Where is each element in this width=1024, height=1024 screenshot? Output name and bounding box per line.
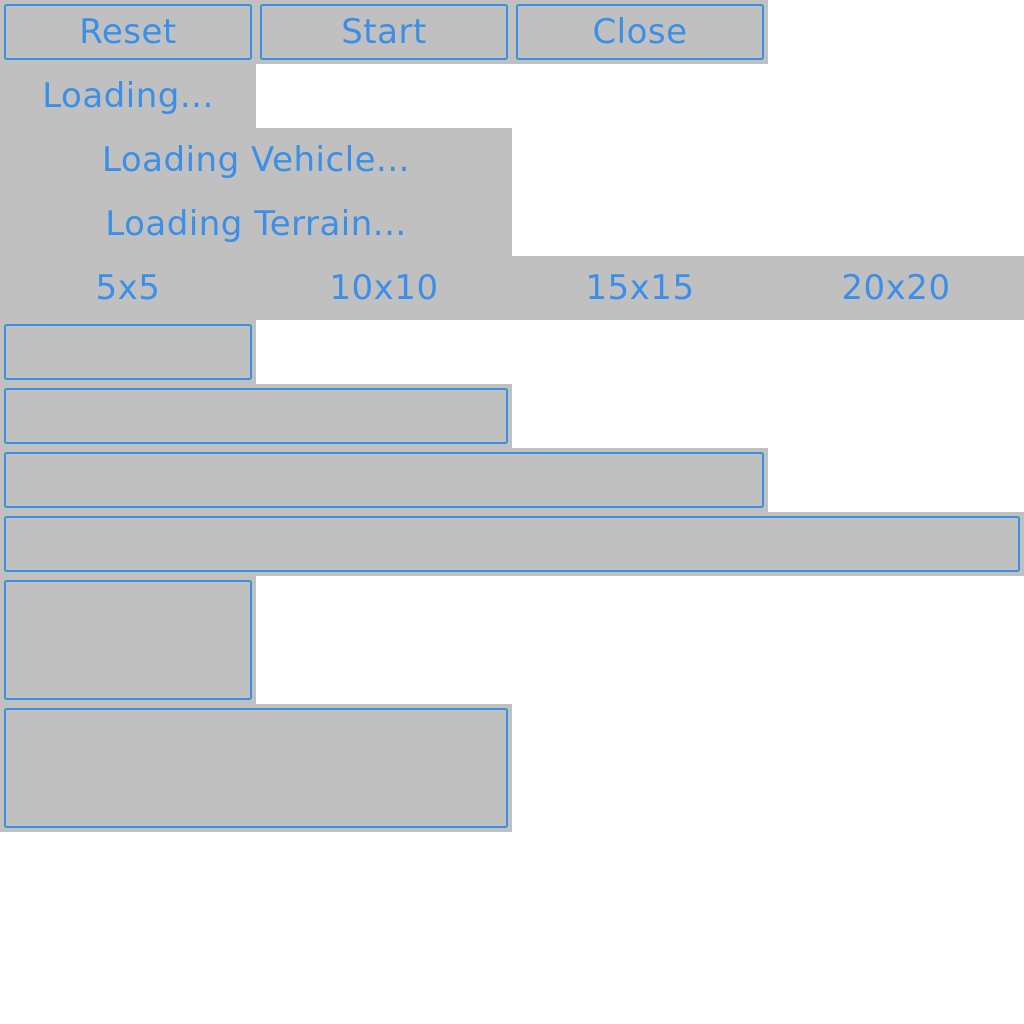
reset-button[interactable]: Reset: [4, 4, 252, 60]
text-area-small[interactable]: [4, 580, 252, 700]
grid-size-option-10x10[interactable]: 10x10: [329, 268, 439, 308]
text-field-medium[interactable]: [4, 388, 508, 444]
loading-label: Loading...: [0, 64, 256, 128]
text-area-medium[interactable]: [4, 708, 508, 828]
start-button[interactable]: Start: [260, 4, 508, 60]
grid-size-option-15x15[interactable]: 15x15: [585, 268, 695, 308]
grid-size-option-5x5[interactable]: 5x5: [95, 268, 161, 308]
text-field-small[interactable]: [4, 324, 252, 380]
text-field-full[interactable]: [4, 516, 1020, 572]
loading-vehicle-label: Loading Vehicle...: [102, 140, 410, 180]
grid-size-selector: [0, 256, 1024, 320]
close-button[interactable]: Close: [516, 4, 764, 60]
grid-size-option-20x20[interactable]: 20x20: [841, 268, 951, 308]
text-field-large[interactable]: [4, 452, 764, 508]
loading-status-panel: [0, 128, 512, 256]
loading-terrain-label: Loading Terrain...: [105, 204, 407, 244]
